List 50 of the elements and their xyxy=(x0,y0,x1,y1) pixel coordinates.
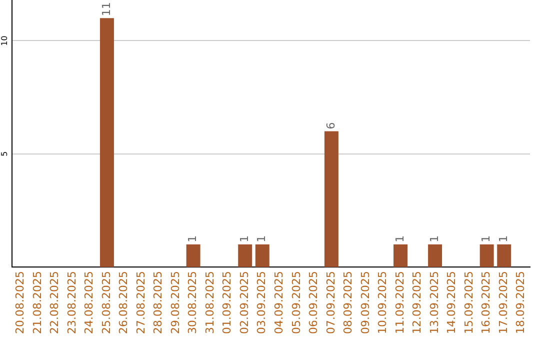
data-label: 11 xyxy=(100,2,113,16)
data-label: 1 xyxy=(428,235,441,242)
x-tick-label: 29.08.2025 xyxy=(168,271,182,334)
x-tick-label: 11.09.2025 xyxy=(393,271,406,334)
x-tick-label: 07.09.2025 xyxy=(324,271,338,334)
data-label: 1 xyxy=(496,235,510,242)
x-tick-label: 24.08.2025 xyxy=(82,271,96,334)
bar xyxy=(480,244,494,268)
x-tick-label: 14.09.2025 xyxy=(445,271,458,334)
x-tick-label: 20.08.2025 xyxy=(13,271,26,334)
x-tick-label: 25.08.2025 xyxy=(100,271,113,334)
x-tick-label: 17.09.2025 xyxy=(496,271,510,334)
x-tick-label: 21.08.2025 xyxy=(30,271,44,334)
data-label: 1 xyxy=(393,235,406,242)
x-tick-label: 27.08.2025 xyxy=(134,271,148,334)
x-tick-label: 28.08.2025 xyxy=(152,271,165,334)
bar xyxy=(497,244,512,268)
x-tick-label: 30.08.2025 xyxy=(186,271,200,334)
x-tick-label: 03.09.2025 xyxy=(255,271,268,334)
x-tick-label: 05.09.2025 xyxy=(290,271,303,334)
x-tick-label: 15.09.2025 xyxy=(462,271,476,334)
x-tick-label: 16.09.2025 xyxy=(480,271,493,334)
bar xyxy=(394,244,408,268)
bar xyxy=(100,18,114,268)
bar xyxy=(255,244,270,268)
bar xyxy=(186,244,200,268)
x-tick-label: 26.08.2025 xyxy=(117,271,130,334)
bar xyxy=(324,131,338,268)
data-label: 1 xyxy=(255,235,268,242)
x-tick-label: 31.08.2025 xyxy=(203,271,216,334)
x-tick-label: 01.09.2025 xyxy=(220,271,234,334)
x-tick-label: 18.09.2025 xyxy=(514,271,528,334)
bar xyxy=(238,244,252,268)
y-tick-label: 5 xyxy=(0,151,10,156)
bar xyxy=(428,244,442,268)
data-label: 1 xyxy=(186,235,200,242)
data-label: 1 xyxy=(238,235,251,242)
x-tick-label: 22.08.2025 xyxy=(48,271,62,334)
y-tick-label: 10 xyxy=(0,36,10,46)
x-tick-label: 08.09.2025 xyxy=(342,271,355,334)
x-tick-label: 02.09.2025 xyxy=(238,271,251,334)
data-label: 1 xyxy=(480,235,493,242)
x-tick-label: 13.09.2025 xyxy=(428,271,441,334)
x-tick-label: 09.09.2025 xyxy=(358,271,372,334)
x-tick-label: 12.09.2025 xyxy=(410,271,424,334)
x-tick-label: 04.09.2025 xyxy=(272,271,286,334)
data-label: 6 xyxy=(324,122,338,130)
x-tick-label: 23.08.2025 xyxy=(65,271,78,334)
x-tick-label: 10.09.2025 xyxy=(376,271,390,334)
x-tick-label: 06.09.2025 xyxy=(307,271,320,334)
